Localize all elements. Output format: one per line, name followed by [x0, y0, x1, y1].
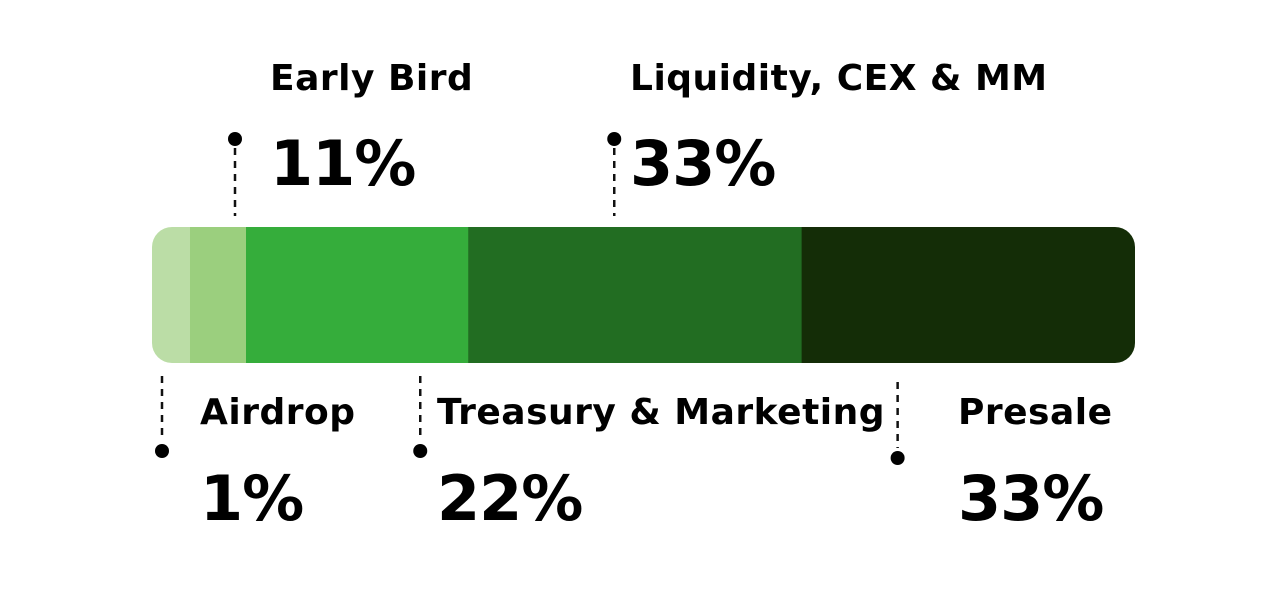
leader-dot-presale [890, 451, 905, 465]
bar-segment-early-bird [190, 227, 247, 363]
value-label-early-bird: 11% [270, 127, 415, 200]
leader-dot-liquidity-cex-and-mm [607, 132, 622, 146]
bar-segment-liquidity-cex-and-mm [468, 227, 803, 363]
category-label-presale: Presale [958, 392, 1113, 433]
leader-dot-early-bird [228, 132, 242, 146]
category-label-airdrop: Airdrop [200, 392, 355, 433]
category-label-liquidity-cex-and-mm: Liquidity, CEX & MM [630, 58, 1048, 99]
value-label-presale: 33% [958, 462, 1103, 535]
leader-dot-treasury-and-marketing [413, 444, 428, 458]
category-label-early-bird: Early Bird [270, 58, 473, 99]
segment-labels: Airdrop 1% Early Bird 11% Treasury & Marketi… [200, 58, 1113, 535]
leader-lines [155, 132, 905, 465]
value-label-airdrop: 1% [200, 462, 303, 535]
leader-dot-airdrop [155, 444, 169, 458]
value-label-liquidity-cex-and-mm: 33% [630, 127, 775, 200]
bar-segments [152, 227, 1135, 363]
bar-segment-airdrop [152, 227, 191, 363]
category-label-treasury-and-marketing: Treasury & Marketing [437, 392, 885, 433]
value-label-treasury-and-marketing: 22% [437, 462, 582, 535]
bar-segment-presale [801, 227, 1135, 363]
bar-segment-treasury-and-marketing [246, 227, 469, 363]
